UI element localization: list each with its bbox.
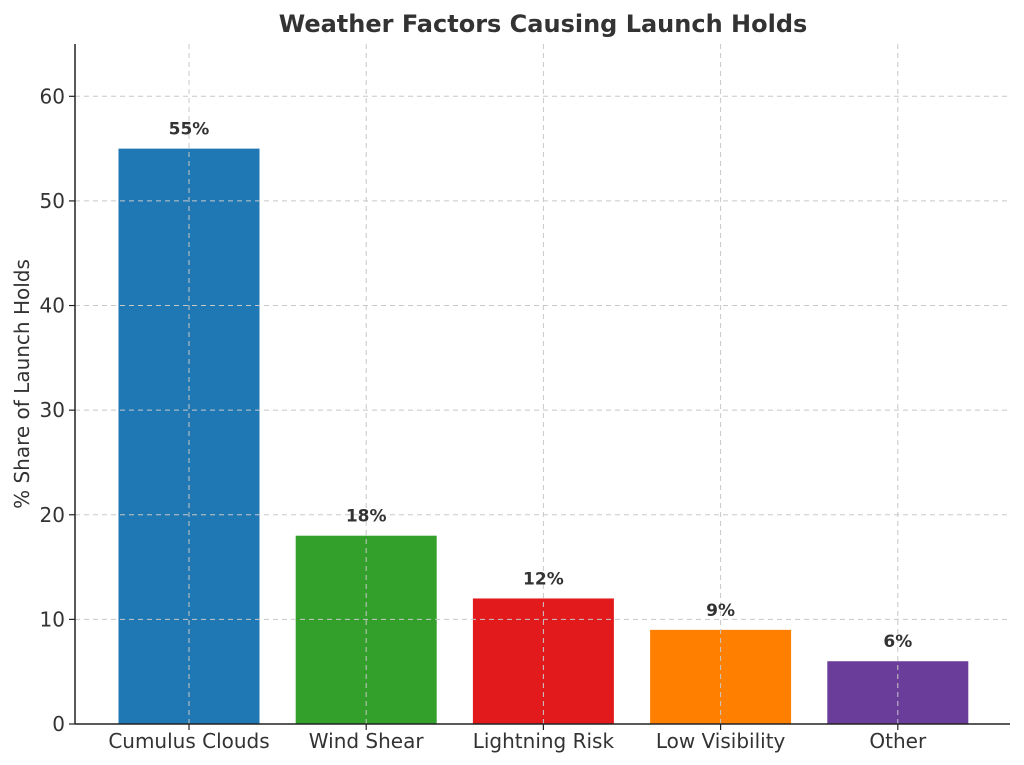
- bar-value-label: 9%: [706, 601, 735, 621]
- y-tick-label: 50: [40, 189, 65, 213]
- bar-value-label: 18%: [346, 507, 387, 527]
- y-tick-label: 20: [40, 503, 65, 527]
- y-tick-label: 40: [40, 294, 65, 318]
- bar-value-label: 55%: [169, 120, 210, 140]
- x-tick-label: Cumulus Clouds: [108, 729, 269, 753]
- y-tick-label: 10: [40, 607, 65, 631]
- axes: [69, 44, 1010, 730]
- y-tick-label: 0: [52, 712, 65, 736]
- y-tick-label: 30: [40, 398, 65, 422]
- x-tick-label: Low Visibility: [656, 729, 786, 753]
- chart-title: Weather Factors Causing Launch Holds: [279, 10, 808, 38]
- bar-value-label: 12%: [523, 569, 564, 589]
- y-tick-label: 60: [40, 84, 65, 108]
- labels: 0 10 20 30 40 50 60 Cumulus Clouds Wind Shear Lig…: [40, 84, 927, 753]
- grid-lines: [75, 44, 1010, 724]
- x-tick-label: Lightning Risk: [473, 729, 615, 753]
- x-tick-label: Wind Shear: [309, 729, 425, 753]
- x-tick-label: Other: [869, 729, 927, 753]
- bar-value-label: 6%: [883, 632, 912, 652]
- y-axis-label: % Share of Launch Holds: [10, 259, 34, 509]
